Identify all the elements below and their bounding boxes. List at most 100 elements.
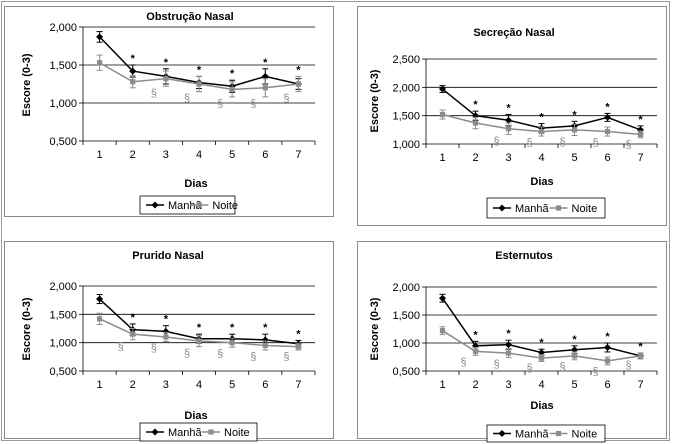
y-tick-label: 0,500: [49, 366, 77, 378]
data-point-manha: [505, 116, 512, 124]
significance-section-sign: §: [526, 137, 532, 149]
significance-asterisk: *: [572, 334, 577, 346]
data-point-manha: [129, 67, 137, 75]
x-tick-label: 4: [538, 152, 544, 164]
data-point-noite: [604, 128, 611, 135]
significance-section-sign: §: [118, 341, 124, 353]
chart-title: Secreção Nasal: [473, 27, 554, 39]
significance-section-sign: §: [184, 93, 190, 105]
y-tick-label: 2,000: [49, 281, 77, 293]
data-point-manha: [637, 126, 644, 134]
significance-section-sign: §: [493, 135, 499, 147]
x-tick-label: 4: [196, 379, 202, 391]
legend-marker-noite: [555, 430, 562, 437]
legend-box: [486, 424, 606, 443]
data-point-noite: [295, 344, 302, 350]
data-point-noite: [229, 86, 235, 92]
x-tick-label: 7: [637, 379, 643, 391]
data-point-manha: [439, 85, 446, 93]
data-point-noite: [262, 85, 268, 91]
x-tick-label: 2: [130, 149, 136, 161]
significance-section-sign: §: [151, 87, 157, 99]
significance-asterisk: *: [572, 109, 577, 121]
chart-panel: [4, 6, 334, 217]
data-point-manha: [604, 343, 611, 351]
legend-label-manha: Manhã: [168, 427, 203, 439]
x-tick-label: 5: [229, 379, 235, 391]
legend-marker-noite: [196, 202, 202, 208]
x-tick-label: 7: [295, 379, 301, 391]
significance-section-sign: §: [493, 359, 499, 371]
x-tick-label: 5: [571, 379, 577, 391]
data-point-noite: [130, 79, 136, 85]
legend-box: [139, 195, 236, 215]
data-point-manha: [96, 295, 104, 303]
data-point-noite: [130, 331, 136, 337]
significance-section-sign: §: [559, 137, 565, 149]
significance-asterisk: *: [506, 328, 511, 340]
y-tick-label: 1,000: [392, 338, 420, 350]
y-tick-label: 1,500: [392, 310, 420, 322]
y-tick-label: 2,500: [392, 54, 420, 66]
x-axis-label: Dias: [530, 400, 553, 412]
significance-asterisk: *: [197, 322, 202, 334]
y-tick-label: 2,000: [49, 22, 77, 34]
x-tick-label: 6: [604, 152, 610, 164]
legend-label-noite: Noite: [572, 429, 598, 441]
significance-section-sign: §: [283, 93, 289, 105]
legend-label-manha: Manhã: [515, 203, 550, 215]
legend-box: [486, 197, 606, 219]
x-tick-label: 5: [229, 149, 235, 161]
significance-section-sign: §: [217, 348, 223, 360]
legend-marker-manha: [151, 201, 159, 209]
significance-section-sign: §: [217, 98, 223, 110]
significance-section-sign: §: [460, 356, 466, 368]
legend-label-noite: Noite: [572, 203, 598, 215]
significance-asterisk: *: [539, 337, 544, 349]
data-point-noite: [295, 81, 302, 87]
x-tick-label: 2: [472, 379, 478, 391]
significance-asterisk: *: [638, 341, 643, 353]
x-tick-label: 7: [295, 149, 301, 161]
legend-label-noite: Noite: [224, 427, 250, 439]
significance-asterisk: *: [638, 114, 643, 126]
y-tick-label: 2,000: [392, 282, 420, 294]
y-tick-label: 1,000: [49, 338, 77, 350]
data-point-noite: [262, 342, 268, 349]
significance-asterisk: *: [230, 322, 235, 334]
significance-section-sign: §: [250, 98, 256, 110]
legend-marker-noite: [555, 205, 562, 211]
data-point-noite: [637, 131, 644, 137]
x-tick-label: 1: [97, 149, 103, 161]
y-tick-label: 0,500: [49, 136, 77, 148]
x-tick-label: 2: [130, 379, 136, 391]
legend-label-manha: Manhã: [515, 429, 550, 441]
y-tick-label: 0,500: [392, 366, 420, 378]
legend-label-noite: Noite: [212, 200, 238, 212]
significance-asterisk: *: [131, 312, 136, 324]
data-point-noite: [96, 316, 103, 322]
significance-section-sign: §: [151, 343, 157, 355]
significance-section-sign: §: [625, 360, 631, 372]
x-tick-label: 1: [97, 379, 103, 391]
y-axis-label: Escore (0-3): [21, 53, 33, 116]
chart-title: Obstrução Nasal: [146, 11, 233, 23]
legend-label-manha: Manhã: [168, 200, 203, 212]
data-point-noite: [472, 348, 479, 354]
data-point-noite: [439, 328, 446, 334]
chart-3: Prurido Nasal 0,500 1,000 1,500 2,000 1 2 3 4 5 6 7…: [21, 250, 316, 442]
y-tick-label: 1,500: [49, 60, 77, 72]
significance-asterisk: *: [263, 322, 268, 334]
significance-asterisk: *: [539, 112, 544, 124]
data-point-noite: [571, 353, 578, 359]
data-point-noite: [163, 334, 169, 340]
significance-asterisk: *: [605, 101, 610, 113]
y-tick-label: 1,000: [392, 139, 420, 151]
significance-asterisk: *: [473, 99, 478, 111]
data-point-noite: [229, 340, 235, 346]
legend-box: [139, 422, 258, 442]
chart-title: Esternutos: [495, 250, 552, 262]
data-point-manha: [96, 33, 104, 41]
